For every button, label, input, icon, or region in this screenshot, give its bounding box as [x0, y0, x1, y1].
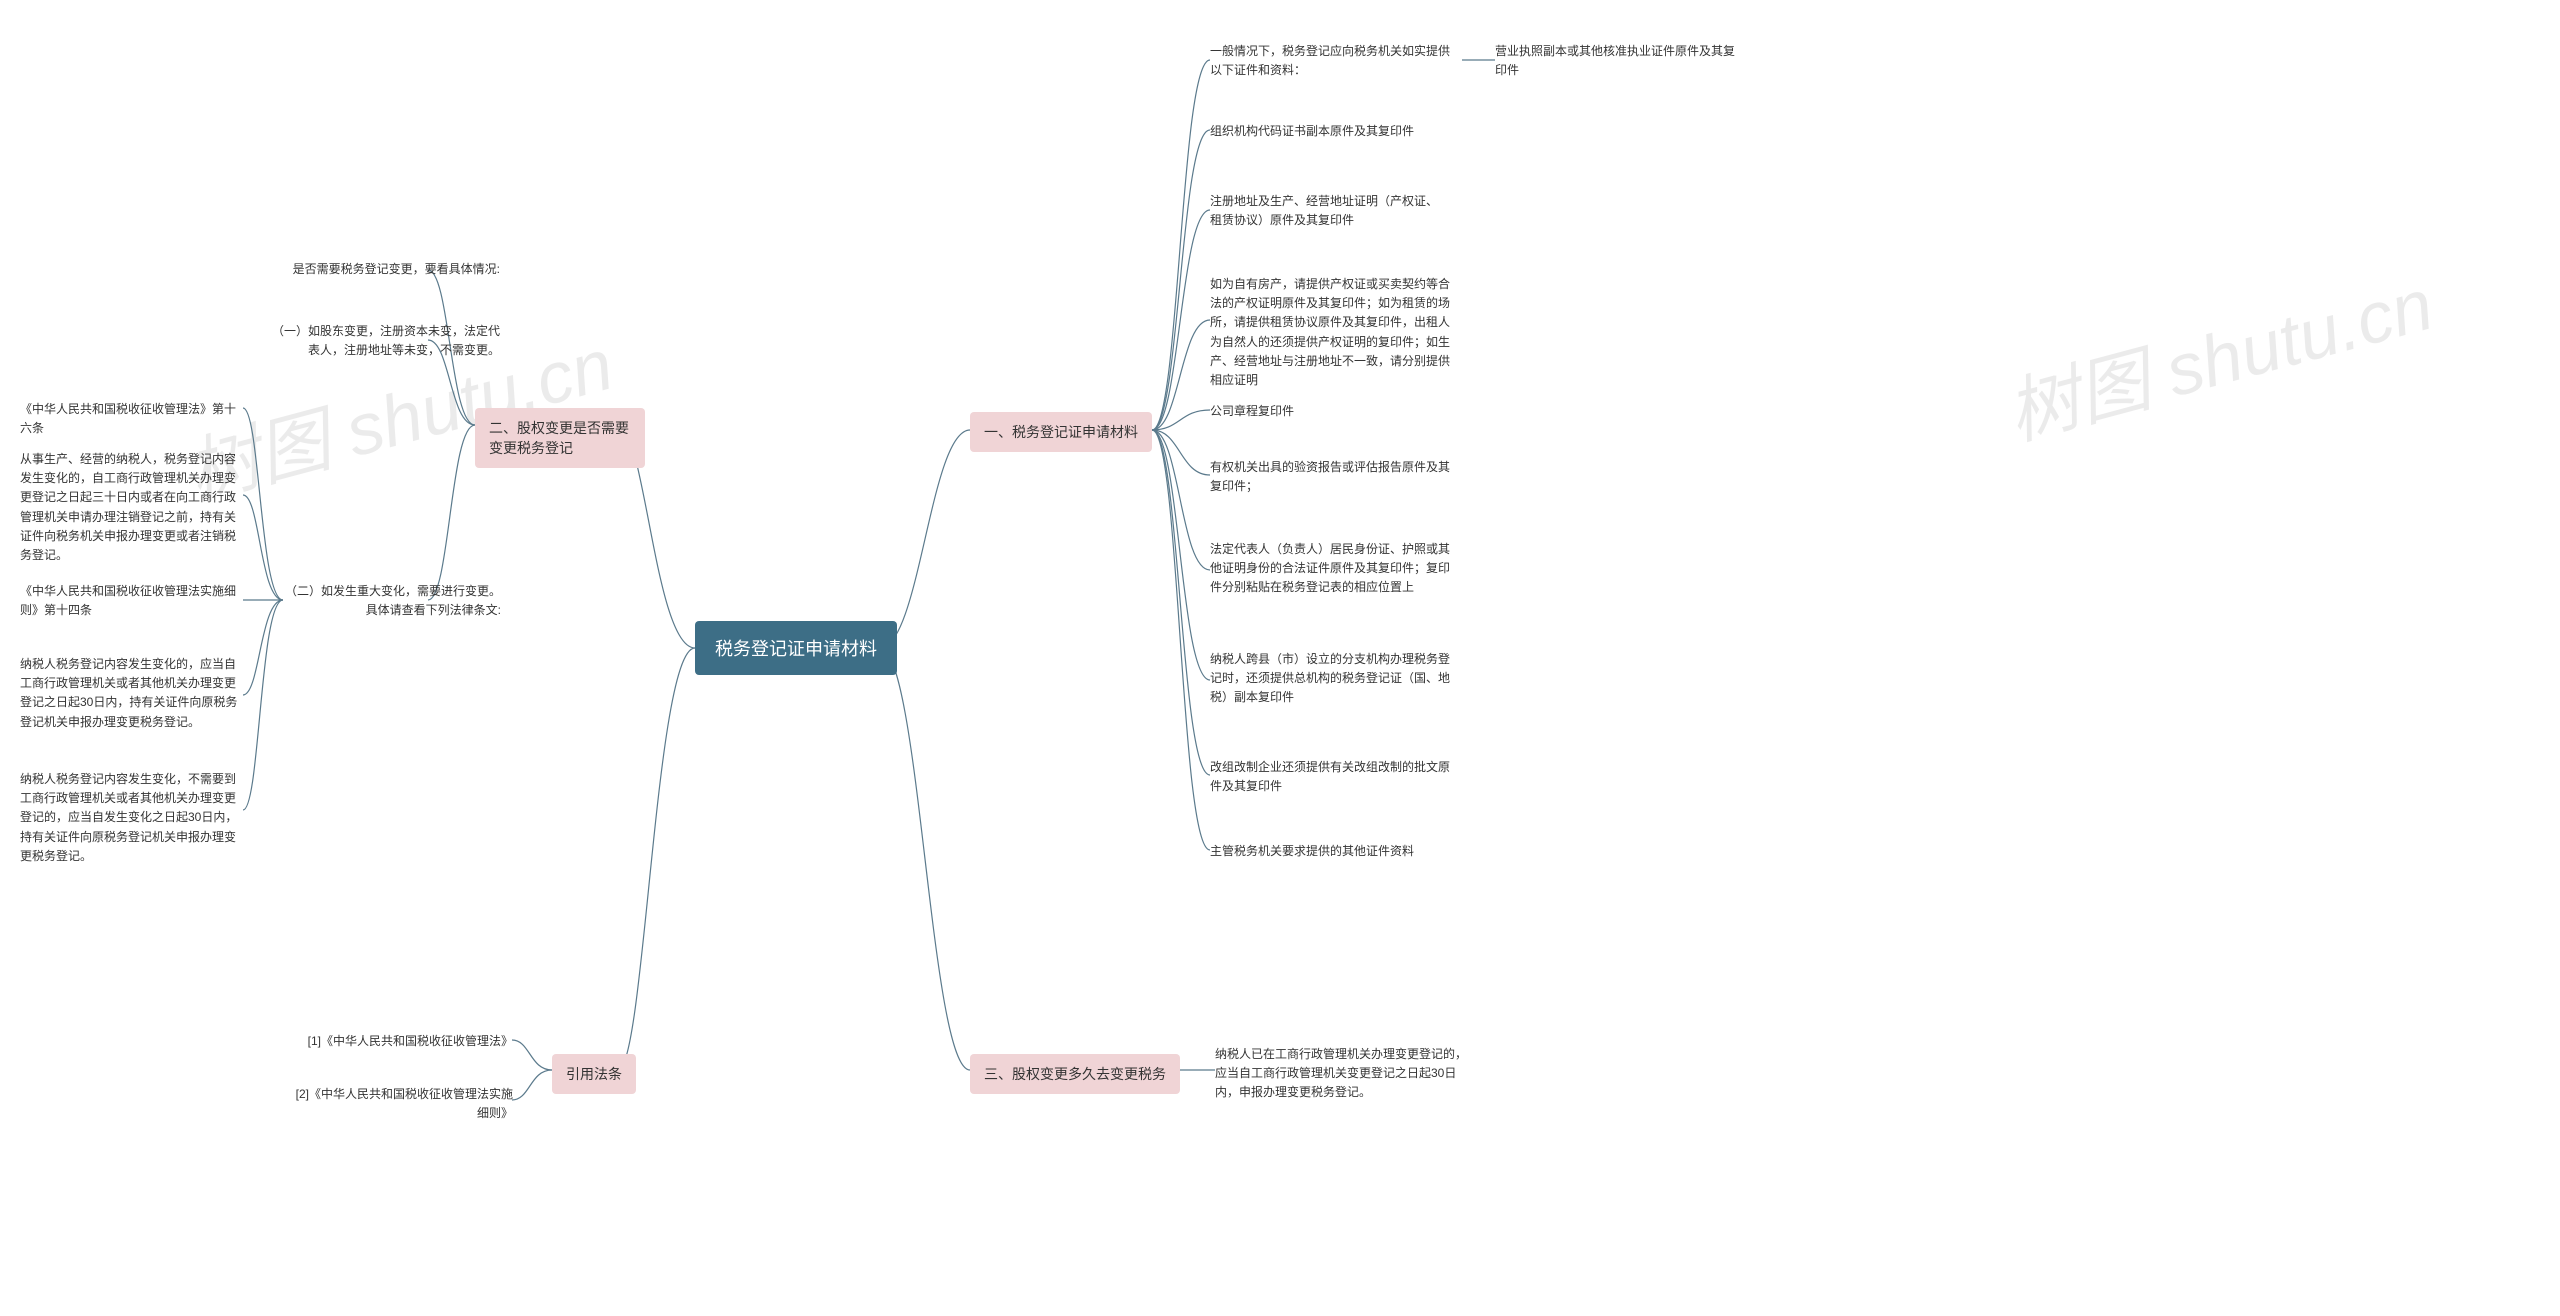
leaf-ref-2: [2]《中华人民共和国税收征收管理法实施细则》 — [288, 1085, 513, 1123]
leaf-shareholder-change: （一）如股东变更，注册资本未变，法定代表人，注册地址等未变，不需变更。 — [270, 322, 500, 360]
leaf-law-14-content2: 纳税人税务登记内容发生变化，不需要到工商行政管理机关或者其他机关办理变更登记的，… — [20, 770, 245, 866]
leaf-law-14: 《中华人民共和国税收征收管理法实施细则》第十四条 — [20, 582, 245, 620]
leaf-license: 营业执照副本或其他核准执业证件原件及其复印件 — [1495, 42, 1735, 80]
leaf-law-16: 《中华人民共和国税收征收管理法》第十六条 — [20, 400, 245, 438]
leaf-change-30days: 纳税人已在工商行政管理机关办理变更登记的，应当自工商行政管理机关变更登记之日起3… — [1215, 1045, 1475, 1103]
leaf-other-docs: 主管税务机关要求提供的其他证件资料 — [1210, 842, 1414, 861]
leaf-law-16-content: 从事生产、经营的纳税人，税务登记内容发生变化的，自工商行政管理机关办理变更登记之… — [20, 450, 245, 565]
leaf-property: 如为自有房产，请提供产权证或买卖契约等合法的产权证明原件及其复印件；如为租赁的场… — [1210, 275, 1460, 390]
watermark: 树图 shutu.cn — [1994, 245, 2443, 459]
leaf-law-14-content1: 纳税人税务登记内容发生变化的，应当自工商行政管理机关或者其他机关办理变更登记之日… — [20, 655, 245, 732]
leaf-org-code: 组织机构代码证书副本原件及其复印件 — [1210, 122, 1414, 141]
root-node[interactable]: 税务登记证申请材料 — [695, 621, 897, 675]
branch-equity-change-time[interactable]: 三、股权变更多久去变更税务 — [970, 1054, 1180, 1094]
leaf-cross-county: 纳税人跨县（市）设立的分支机构办理税务登记时，还须提供总机构的税务登记证（国、地… — [1210, 650, 1460, 708]
leaf-restructure: 改组改制企业还须提供有关改组改制的批文原件及其复印件 — [1210, 758, 1450, 796]
leaf-depends: 是否需要税务登记变更，要看具体情况: — [285, 260, 500, 279]
leaf-address: 注册地址及生产、经营地址证明（产权证、租赁协议）原件及其复印件 — [1210, 192, 1440, 230]
leaf-ref-1: [1]《中华人民共和国税收征收管理法》 — [288, 1032, 513, 1051]
leaf-legal-rep-id: 法定代表人（负责人）居民身份证、护照或其他证明身份的合法证件原件及其复印件；复印… — [1210, 540, 1460, 598]
branch-tax-materials[interactable]: 一、税务登记证申请材料 — [970, 412, 1152, 452]
leaf-articles: 公司章程复印件 — [1210, 402, 1294, 421]
branch-equity-change-need[interactable]: 二、股权变更是否需要变更税务登记 — [475, 408, 645, 468]
leaf-major-change: （二）如发生重大变化，需要进行变更。具体请查看下列法律条文: — [283, 582, 501, 620]
leaf-general: 一般情况下，税务登记应向税务机关如实提供以下证件和资料： — [1210, 42, 1460, 80]
leaf-capital-report: 有权机关出具的验资报告或评估报告原件及其复印件； — [1210, 458, 1450, 496]
branch-references[interactable]: 引用法条 — [552, 1054, 636, 1094]
